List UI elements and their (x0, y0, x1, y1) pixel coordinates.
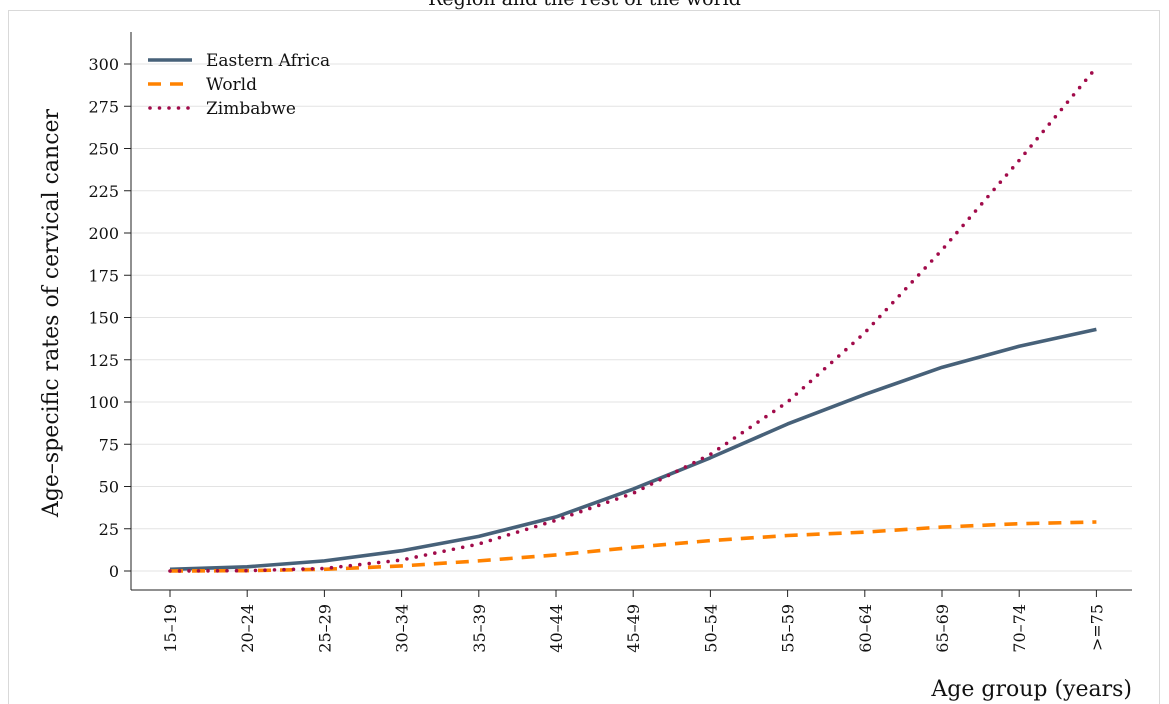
x-tick-label-1: 20–24 (238, 604, 257, 653)
x-tick-label-2: 25–29 (315, 604, 334, 653)
legend-label-1: World (206, 75, 257, 95)
x-axis-label: Age group (years) (930, 677, 1132, 702)
series-line-zimbabwe (168, 65, 1099, 573)
y-tick-label-300: 300 (88, 55, 119, 74)
x-tick-label-7: 50–54 (701, 604, 720, 653)
x-tick-label-4: 35–39 (470, 604, 489, 653)
series-line-eastern-africa (169, 327, 1097, 572)
y-tick-label-75: 75 (99, 435, 119, 454)
y-tick-label-200: 200 (88, 224, 119, 243)
y-tick-label-50: 50 (99, 478, 119, 497)
y-tick-label-125: 125 (88, 351, 119, 370)
x-tick-label-10: 65–69 (933, 604, 952, 653)
x-tick-label-8: 55–59 (779, 604, 798, 653)
x-tick-label-9: 60–64 (856, 604, 875, 653)
series-line-world (169, 520, 1097, 573)
chart-title: Region and the rest of the world (0, 0, 1169, 10)
x-tick-label-0: 15–19 (161, 604, 180, 653)
y-tick-label-275: 275 (88, 97, 119, 116)
x-tick-label-12: >=75 (1087, 604, 1106, 651)
legend-label-0: Eastern Africa (206, 51, 330, 71)
gridlines (131, 63, 1132, 572)
series-lines (168, 65, 1099, 573)
legend: Eastern Africa World Zimbabwe (148, 51, 330, 119)
x-tick-label-11: 70–74 (1010, 604, 1029, 653)
axes (130, 32, 1132, 591)
y-tick-label-150: 150 (88, 309, 119, 328)
x-tick-label-5: 40–44 (547, 604, 566, 653)
chart-frame (8, 10, 1160, 704)
y-tick-label-250: 250 (88, 140, 119, 159)
x-tick-label-6: 45–49 (624, 604, 643, 653)
y-axis-ticks: 0 25 50 75 100 125 150 175 200 225 250 275 300 (88, 55, 131, 581)
legend-label-2: Zimbabwe (206, 99, 296, 119)
y-tick-label-175: 175 (88, 266, 119, 285)
x-axis-ticks: 15–19 20–24 25–29 30–34 35–39 40–44 45–49 50–54… (161, 590, 1106, 653)
y-tick-label-0: 0 (109, 562, 119, 581)
y-tick-label-225: 225 (88, 182, 119, 201)
y-tick-label-25: 25 (99, 520, 119, 539)
y-axis-label: Age–specific rates of cervical cancer (39, 108, 64, 518)
y-tick-label-100: 100 (88, 393, 119, 412)
x-tick-label-3: 30–34 (393, 604, 412, 653)
